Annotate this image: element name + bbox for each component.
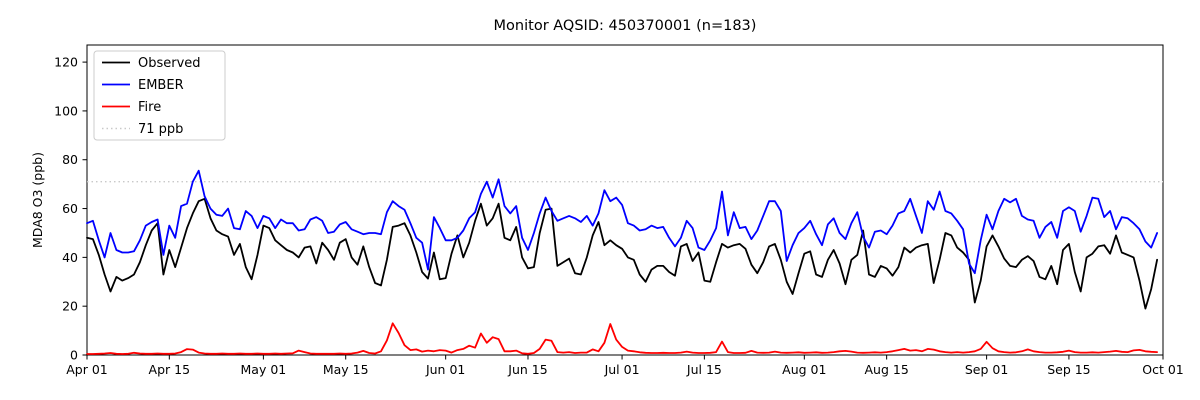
x-tick-label: Oct 01: [1142, 362, 1184, 377]
series-line-observed: [86, 197, 1158, 310]
x-tick-label: Aug 01: [782, 362, 826, 377]
x-tick-label: Aug 15: [865, 362, 909, 377]
x-tick-label: Apr 01: [66, 362, 108, 377]
x-tick-label: Apr 15: [149, 362, 191, 377]
y-tick-label: 60: [62, 201, 78, 216]
legend-box: [93, 50, 226, 141]
x-tick-label: May 01: [241, 362, 287, 377]
x-tick-label: Sep 15: [1047, 362, 1090, 377]
y-axis-label: MDA8 O3 (ppb): [30, 152, 45, 248]
y-tick-label: 20: [62, 299, 78, 314]
legend-ember-label: EMBER: [138, 78, 184, 93]
y-tick-label: 100: [54, 103, 78, 118]
x-tick-label: May 15: [323, 362, 369, 377]
plot-frame: [86, 44, 1164, 356]
y-tick-label: 80: [62, 152, 78, 167]
legend-fire-label: Fire: [138, 100, 161, 115]
legend-observed-label: Observed: [138, 56, 201, 71]
series-line-ember: [86, 169, 1158, 275]
x-tick-label: Jun 15: [507, 362, 547, 377]
series-line-fire: [86, 322, 1158, 355]
x-tick-label: Jul 15: [686, 362, 722, 377]
x-tick-label: Sep 01: [965, 362, 1008, 377]
y-tick-label: 0: [70, 348, 78, 363]
chart-lines-layer: Apr 01 Apr 15 May 01 May 15 Jun 01 Jun 15 Jul …: [54, 55, 1184, 377]
chart-title: Monitor AQSID: 450370001 (n=183): [494, 18, 757, 34]
legend: Observed EMBER Fire 71 ppb: [93, 50, 226, 141]
legend-threshold-label: 71 ppb: [138, 122, 183, 137]
x-tick-label: Jul 01: [604, 362, 640, 377]
x-tick-label: Jun 01: [425, 362, 465, 377]
y-tick-label: 120: [54, 55, 78, 70]
y-tick-label: 40: [62, 250, 78, 265]
